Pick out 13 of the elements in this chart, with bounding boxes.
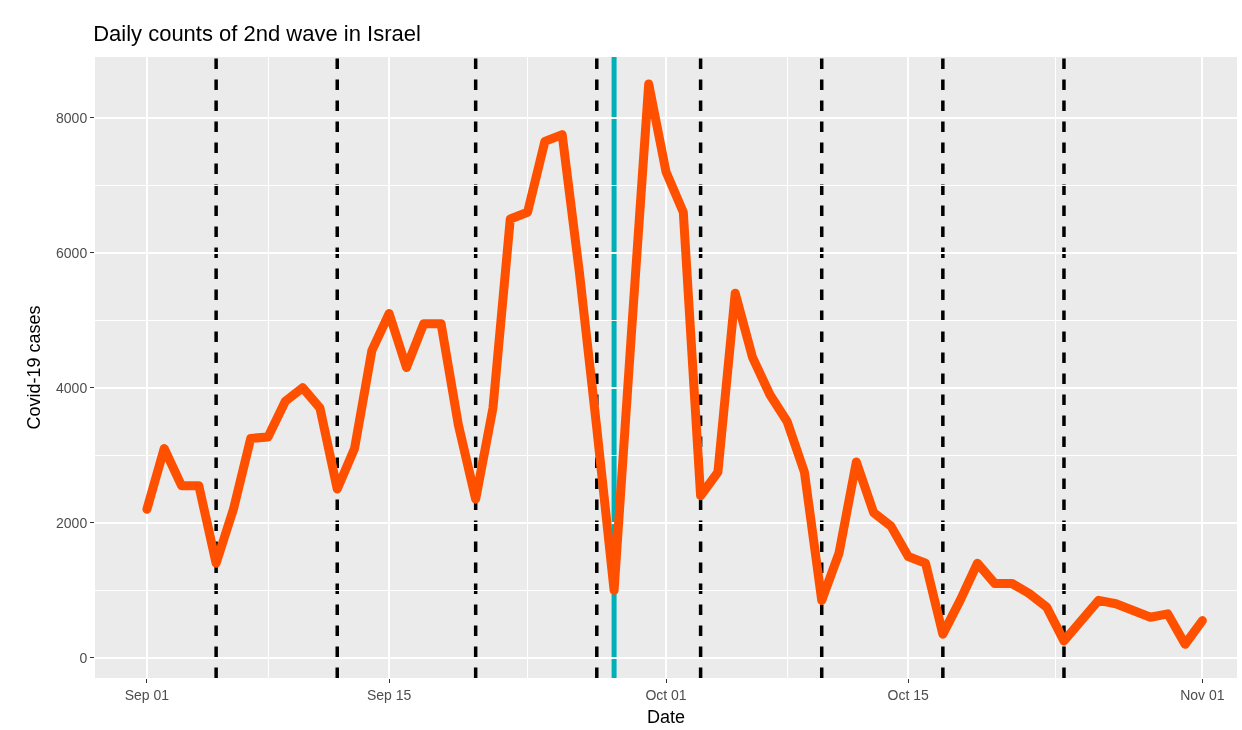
y-tick-label: 4000 bbox=[56, 379, 88, 396]
y-tick-label: 6000 bbox=[56, 244, 88, 261]
y-axis-title: Covid-19 cases bbox=[24, 305, 45, 430]
y-tick-label: 2000 bbox=[56, 514, 88, 531]
x-tick-label: Nov 01 bbox=[1180, 686, 1225, 703]
chart-title: Daily counts of 2nd wave in Israel bbox=[93, 20, 421, 46]
x-tick-label: Sep 15 bbox=[366, 686, 412, 703]
x-axis-title: Date bbox=[646, 706, 686, 727]
x-tick-label: Oct 01 bbox=[645, 686, 687, 703]
x-tick-label: Sep 01 bbox=[124, 686, 170, 703]
y-tick-label: 0 bbox=[79, 649, 88, 666]
x-tick-label: Oct 15 bbox=[887, 686, 930, 703]
y-tick-label: 8000 bbox=[56, 109, 88, 126]
